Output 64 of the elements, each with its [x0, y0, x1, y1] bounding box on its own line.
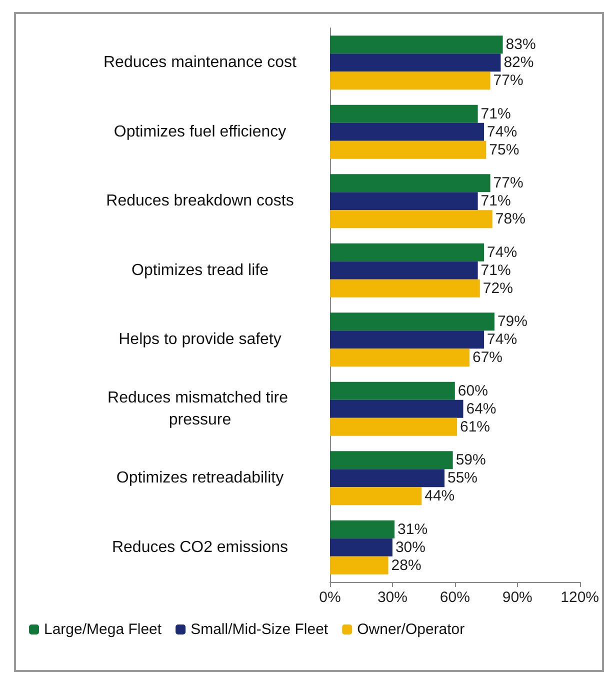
data-label: 31% [398, 520, 428, 538]
x-tick-label: 60% [440, 589, 470, 606]
y-tick-label: Optimizes fuel efficiency [114, 123, 286, 140]
bar [330, 279, 480, 298]
x-tick-label: 120% [560, 589, 600, 606]
data-label: 61% [460, 418, 490, 436]
bar [330, 36, 503, 54]
data-label: 74% [487, 123, 518, 140]
bar [330, 54, 501, 72]
bar [330, 140, 486, 159]
x-tick-label: 90% [502, 589, 532, 606]
bar [330, 556, 388, 574]
bar [330, 418, 457, 436]
data-label: 77% [493, 174, 524, 192]
data-label: 72% [482, 280, 513, 297]
data-label: 83% [506, 36, 536, 54]
bar [330, 538, 392, 556]
data-label: 55% [448, 470, 478, 487]
data-label: 30% [395, 538, 426, 556]
y-tick-label: Helps to provide safety [118, 331, 282, 348]
data-label: 67% [472, 349, 503, 366]
data-label: 64% [466, 400, 496, 418]
data-label: 78% [495, 210, 526, 228]
y-tick-label: Optimizes tread life [132, 262, 269, 279]
bar [330, 400, 464, 418]
data-label: 44% [424, 488, 455, 505]
legend-label: Owner/Operator [357, 621, 465, 638]
data-label: 60% [458, 382, 488, 400]
bar [330, 382, 455, 400]
y-tick-label: Optimizes retreadability [116, 470, 284, 487]
bar [330, 469, 444, 488]
legend-label: Large/Mega Fleet [44, 621, 162, 638]
bar [330, 261, 478, 280]
bar [330, 72, 490, 90]
data-label: 74% [487, 331, 518, 348]
bar [330, 487, 422, 506]
x-tick-label: 0% [319, 589, 341, 606]
data-label: 82% [504, 54, 534, 72]
y-tick-label: Reduces breakdown costs [106, 192, 294, 210]
data-label: 71% [480, 105, 511, 122]
bar [330, 174, 490, 192]
bar [330, 312, 494, 331]
legend-label: Small/Mid-Size Fleet [190, 621, 329, 638]
bar [330, 122, 484, 141]
data-label: 59% [456, 452, 486, 469]
y-tick-label: Reduces mismatched tire pressure [108, 389, 292, 428]
data-label: 79% [497, 313, 528, 330]
bar [330, 210, 492, 228]
y-tick-label: Reduces maintenance cost [104, 54, 298, 72]
y-tick-label: Reduces CO2 emissions [112, 538, 288, 556]
bar [330, 330, 484, 349]
bar [330, 520, 395, 538]
data-label: 77% [493, 72, 524, 90]
bar [330, 104, 478, 123]
data-label: 75% [489, 141, 520, 158]
data-label: 28% [391, 556, 422, 574]
bar [330, 451, 453, 470]
bar [330, 243, 484, 262]
data-label: 71% [480, 192, 511, 210]
data-label: 71% [480, 262, 511, 279]
data-label: 74% [487, 244, 518, 261]
bar [330, 192, 478, 210]
x-tick-label: 30% [377, 589, 408, 606]
bar [330, 348, 470, 367]
